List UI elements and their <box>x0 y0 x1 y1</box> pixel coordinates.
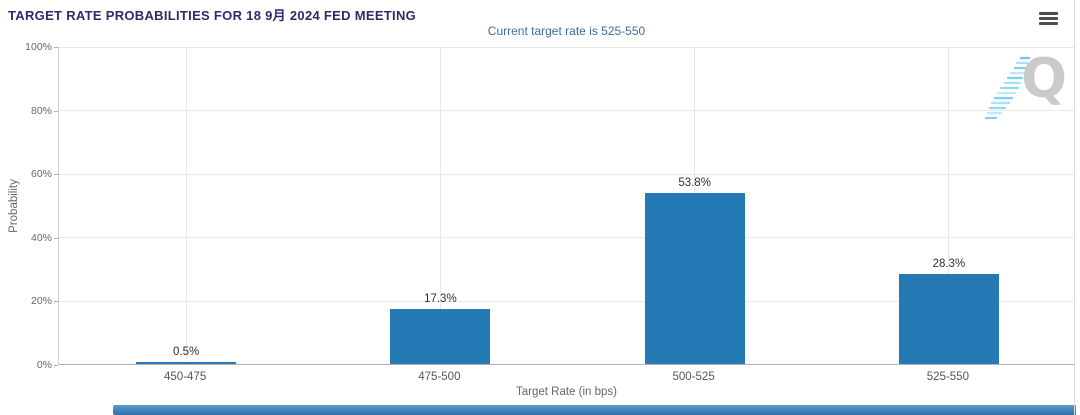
y-axis-tick-mark <box>54 47 58 48</box>
y-axis-title: Probability <box>8 179 20 233</box>
probability-bar[interactable] <box>390 309 491 364</box>
y-axis-tick-mark <box>54 110 58 112</box>
y-axis-tick-label: 60% <box>30 168 52 181</box>
gridline-horizontal <box>59 46 1075 48</box>
hamburger-menu-icon[interactable] <box>1039 12 1058 27</box>
x-axis-category-label: 475-500 <box>418 371 461 383</box>
gridline-vertical <box>185 47 187 364</box>
gridline-horizontal <box>59 237 1075 239</box>
y-axis-tick-mark <box>54 174 58 176</box>
bar-value-label: 53.8% <box>678 177 711 189</box>
y-axis-tick-label: 40% <box>30 231 52 244</box>
probability-bar[interactable] <box>898 274 999 364</box>
chart-title: TARGET RATE PROBABILITIES FOR 18 9月 2024… <box>8 8 417 23</box>
watermark-letter: Q <box>1021 47 1067 110</box>
gridline-horizontal <box>59 300 1075 302</box>
chart-subtitle: Current target rate is 525-550 <box>487 24 646 38</box>
table-header-strip <box>113 405 1076 415</box>
y-axis-tick-label: 0% <box>36 359 52 371</box>
gridline-horizontal <box>59 110 1075 112</box>
x-axis-category-label: 450-475 <box>164 371 207 383</box>
y-axis-tick-mark <box>54 365 58 366</box>
quikstrike-watermark: Q <box>981 50 1067 124</box>
x-axis-category-label: 500-525 <box>672 371 715 383</box>
x-axis-title: Target Rate (in bps) <box>516 386 617 398</box>
gridline-horizontal <box>59 173 1075 175</box>
panel-right-border <box>1074 0 1075 415</box>
x-axis-category-label: 525-550 <box>926 371 969 383</box>
y-axis-tick-label: 80% <box>30 104 52 117</box>
y-axis-tick-label: 100% <box>25 41 52 53</box>
bar-value-label: 28.3% <box>932 258 966 270</box>
probability-bar[interactable] <box>136 362 237 364</box>
bar-value-label: 17.3% <box>424 293 457 305</box>
gridline-vertical <box>948 47 950 364</box>
watermark-hatch-icon <box>984 56 1031 120</box>
y-axis-tick-mark <box>54 301 58 303</box>
probability-bar[interactable] <box>644 193 745 364</box>
y-axis-tick-mark <box>54 237 58 239</box>
bar-value-label: 0.5% <box>173 346 200 358</box>
y-axis-tick-label: 20% <box>30 295 52 308</box>
plot-area: Q 0.5% 17.3% 53.8% 28.3% <box>58 46 1075 365</box>
gridline-vertical <box>439 47 441 364</box>
